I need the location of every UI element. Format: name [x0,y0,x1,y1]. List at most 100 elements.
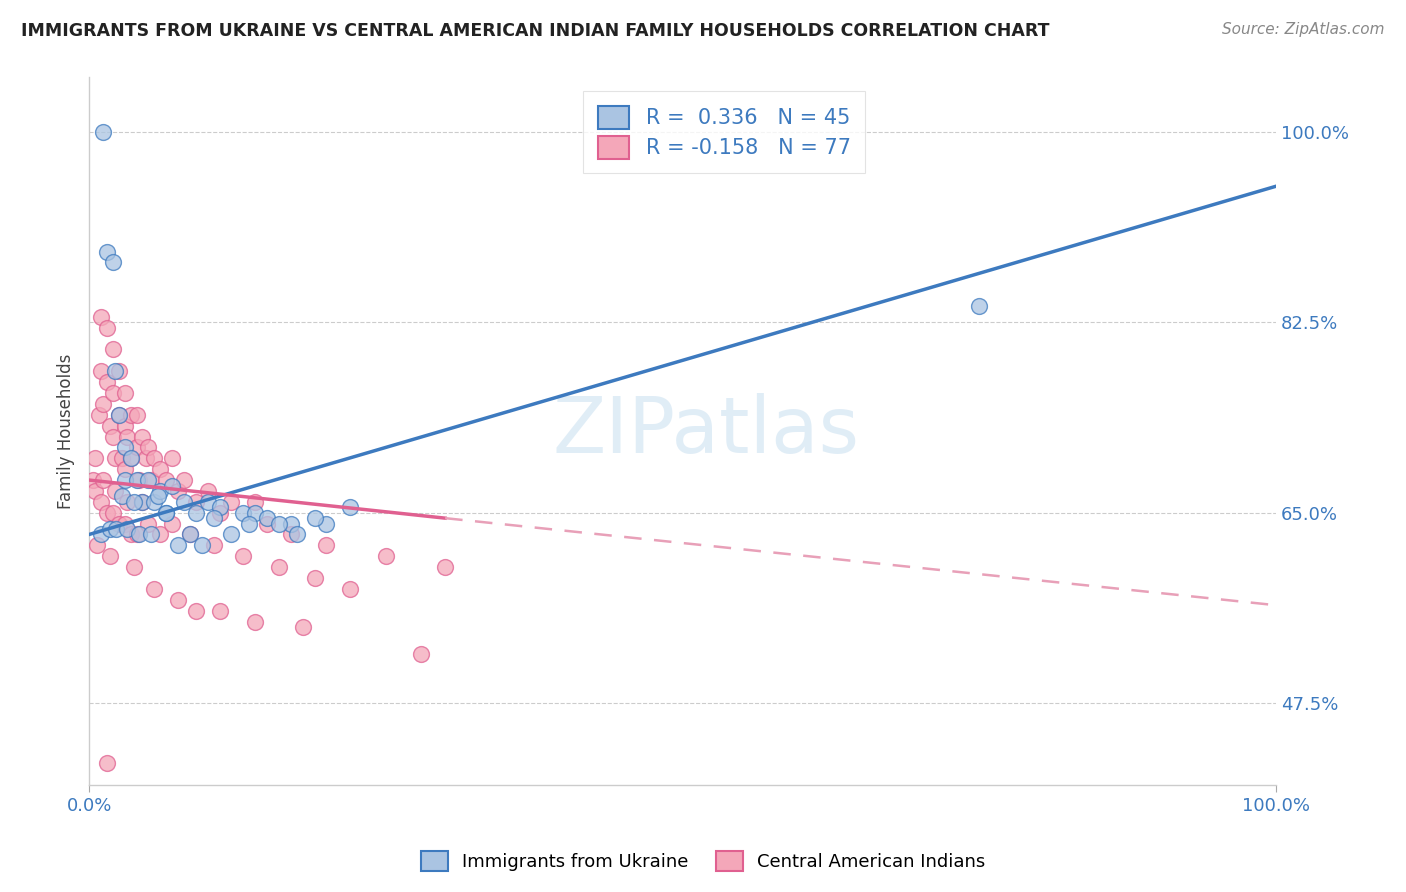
Point [160,451,183,466]
Point [155,506,177,520]
Point [155,473,177,487]
Point [167,538,190,552]
Point [122,560,145,574]
Point [114,473,136,487]
Point [197,483,219,498]
Point [184,604,207,618]
Point [184,495,207,509]
Point [90,310,112,324]
Point [107,408,129,422]
Point [90,527,112,541]
Point [128,527,150,541]
Point [173,495,195,509]
Point [245,615,267,629]
Point [143,495,166,509]
Point [101,343,124,357]
Point [114,516,136,531]
Point [315,516,337,531]
Point [87,408,110,422]
Point [167,483,190,498]
Point [221,527,243,541]
Point [125,527,148,541]
Point [304,571,326,585]
Point [84,451,107,466]
Point [96,506,118,520]
Point [267,560,290,574]
Point [100,549,122,564]
Point [100,522,122,536]
Point [90,495,112,509]
Y-axis label: Family Households: Family Households [58,353,75,508]
Text: ZIPatlas: ZIPatlas [553,393,859,469]
Point [160,478,183,492]
Point [101,255,124,269]
Point [202,538,225,552]
Point [967,299,990,313]
Point [208,500,231,515]
Point [96,756,118,770]
Point [291,620,314,634]
Point [139,527,162,541]
Point [139,473,162,487]
Point [114,386,136,401]
Legend: Immigrants from Ukraine, Central American Indians: Immigrants from Ukraine, Central America… [413,844,993,879]
Text: Source: ZipAtlas.com: Source: ZipAtlas.com [1222,22,1385,37]
Point [191,538,214,552]
Point [256,516,278,531]
Point [232,549,254,564]
Point [267,516,290,531]
Point [111,451,134,466]
Point [111,489,134,503]
Point [120,408,142,422]
Point [104,483,127,498]
Point [280,527,302,541]
Point [91,397,114,411]
Legend: R =  0.336   N = 45, R = -0.158   N = 77: R = 0.336 N = 45, R = -0.158 N = 77 [583,91,865,173]
Point [120,527,142,541]
Point [179,527,201,541]
Point [315,538,337,552]
Point [131,495,153,509]
Point [114,441,136,455]
Point [138,516,160,531]
Point [120,451,142,466]
Point [91,473,114,487]
Point [86,538,108,552]
Point [339,582,361,596]
Point [184,506,207,520]
Point [238,516,260,531]
Point [143,451,166,466]
Point [167,592,190,607]
Point [374,549,396,564]
Point [135,451,157,466]
Point [197,495,219,509]
Point [160,516,183,531]
Point [101,506,124,520]
Point [114,418,136,433]
Point [84,483,107,498]
Point [128,473,150,487]
Point [115,429,138,443]
Point [221,495,243,509]
Point [114,462,136,476]
Point [90,364,112,378]
Point [173,473,195,487]
Point [411,647,433,661]
Point [125,408,148,422]
Point [285,527,308,541]
Point [101,429,124,443]
Point [245,506,267,520]
Point [125,473,148,487]
Point [256,511,278,525]
Point [131,495,153,509]
Point [208,506,231,520]
Point [120,451,142,466]
Point [107,408,129,422]
Point [202,511,225,525]
Point [96,244,118,259]
Point [143,582,166,596]
Point [280,516,302,531]
Point [122,495,145,509]
Point [101,386,124,401]
Point [208,604,231,618]
